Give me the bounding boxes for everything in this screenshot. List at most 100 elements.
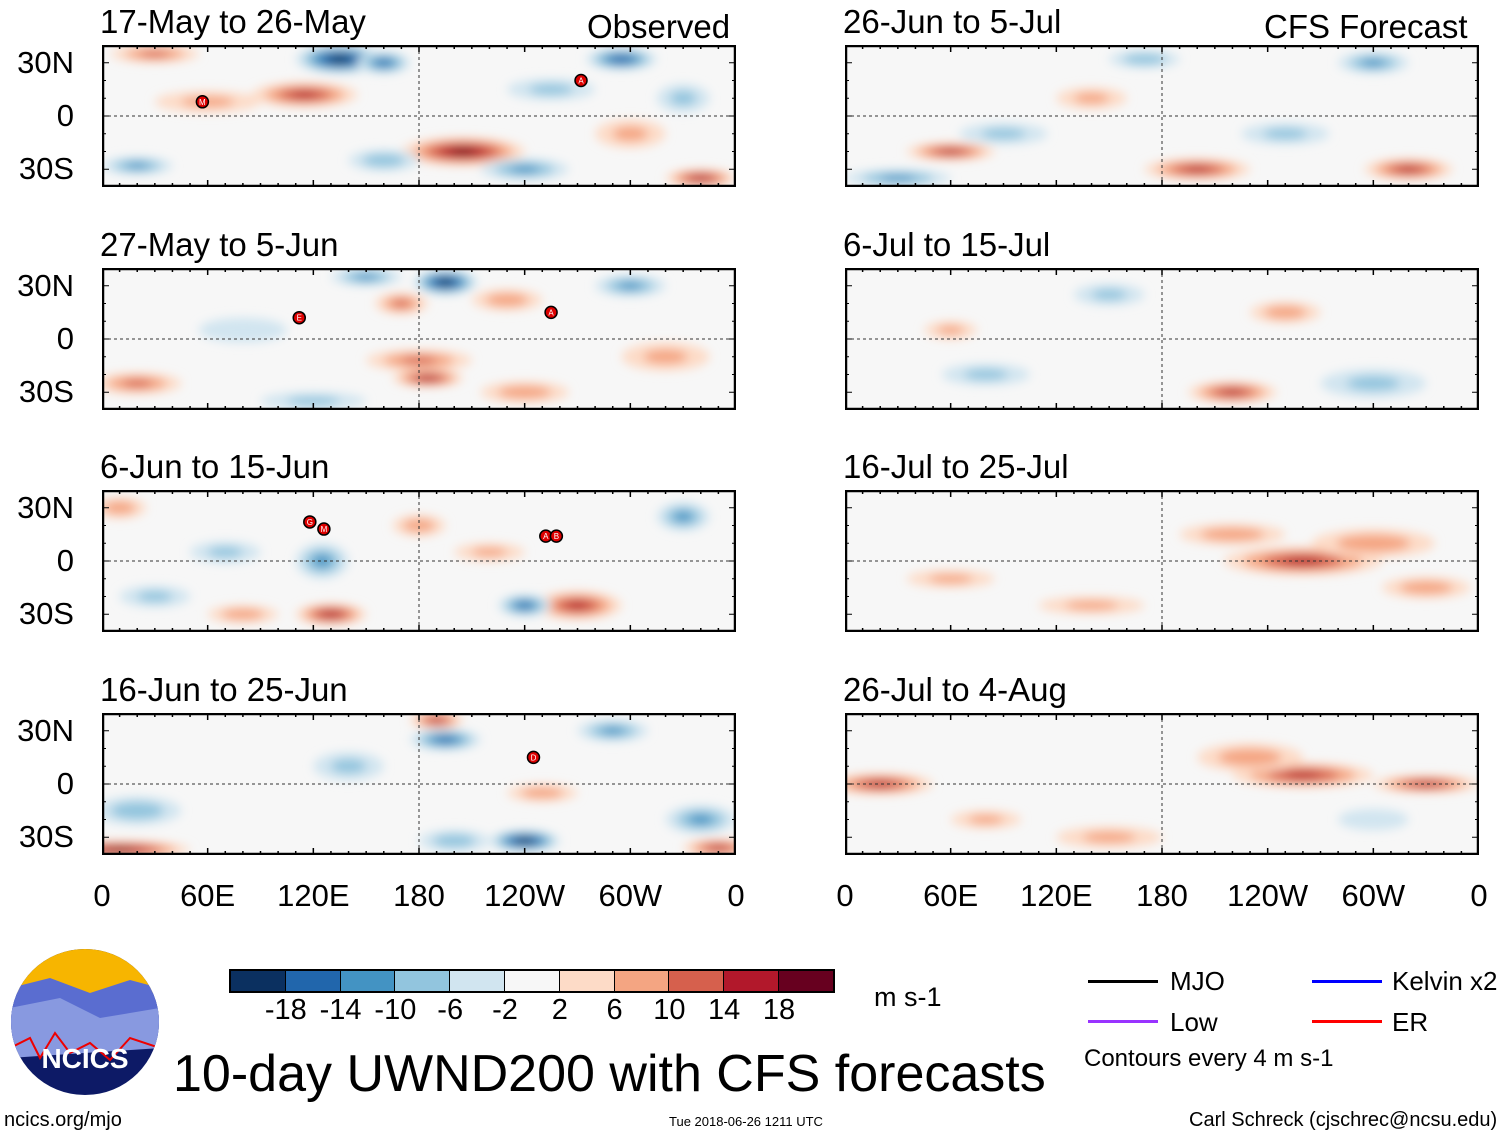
- wind-anomaly-contour: [981, 128, 1026, 140]
- wind-anomaly-contour: [207, 546, 243, 558]
- panel-title: 27-May to 5-Jun: [100, 226, 339, 263]
- wind-anomaly-contour: [867, 781, 894, 787]
- panel-title: 16-Jun to 25-Jun: [100, 671, 348, 708]
- wind-anomaly-contour: [362, 153, 405, 167]
- wind-anomaly-contour: [674, 511, 692, 522]
- legend-mjo: MJO: [1170, 966, 1225, 996]
- wind-anomaly-contour: [515, 837, 535, 844]
- map-panel: [845, 268, 1479, 410]
- wind-anomaly-contour: [669, 91, 697, 106]
- storm-marker: A: [574, 73, 588, 88]
- wind-anomaly-contour: [125, 162, 149, 169]
- wind-anomaly-contour: [291, 91, 318, 98]
- wind-anomaly-contour: [105, 847, 134, 852]
- colorbar-swatch: [285, 971, 341, 991]
- colorbar-label: 18: [762, 994, 796, 1026]
- wind-anomaly-contour: [103, 501, 136, 515]
- lat-label: 30S: [18, 596, 74, 632]
- storm-label: A: [543, 532, 549, 541]
- wind-anomaly-contour: [937, 325, 964, 335]
- panel-title: 6-Jul to 15-Jul: [843, 226, 1051, 263]
- colorbar-swatch: [450, 971, 505, 991]
- wind-anomaly-contour: [327, 55, 352, 64]
- forecast-header: CFS Forecast: [1264, 8, 1468, 45]
- wind-anomaly-contour: [1361, 59, 1386, 67]
- contour-note: Contours every 4 m s-1: [1084, 1045, 1334, 1072]
- wind-anomaly-contour: [609, 55, 634, 63]
- colorbar-swatch: [614, 971, 670, 991]
- wind-anomaly-contour: [140, 50, 170, 57]
- lon-label: 180: [393, 878, 445, 913]
- wind-anomaly-contour: [1221, 389, 1244, 395]
- wind-anomaly-contour: [1184, 166, 1211, 172]
- lat-label: 30N: [17, 489, 74, 525]
- colorbar-label: 14: [708, 994, 741, 1026]
- lat-label: 30N: [17, 712, 74, 748]
- wind-anomaly-contour: [1397, 166, 1420, 172]
- legend-er-line: [1312, 1020, 1382, 1023]
- timestamp: Tue 2018-06-26 1211 UTC: [669, 1114, 823, 1129]
- wind-anomaly-contour: [566, 601, 589, 609]
- map-panel: [845, 713, 1479, 855]
- colorbar-units: m s-1: [874, 982, 942, 1012]
- wind-anomaly-contour: [403, 519, 435, 532]
- lat-label: 0: [56, 321, 74, 356]
- map-panel: MA: [102, 45, 736, 187]
- panel-title: 6-Jun to 15-Jun: [100, 448, 330, 485]
- storm-label: B: [554, 532, 559, 541]
- colorbar-label: 10: [653, 994, 686, 1026]
- lat-label: 0: [56, 98, 74, 133]
- colorbar-label: -2: [492, 994, 518, 1026]
- storm-marker: B: [549, 529, 564, 543]
- wind-anomaly-contour: [392, 299, 411, 308]
- lat-label: 30N: [17, 267, 74, 303]
- wind-anomaly-contour: [330, 759, 367, 774]
- wind-anomaly-contour: [600, 727, 625, 735]
- colorbar-label: 2: [551, 994, 568, 1026]
- wind-anomaly-contour: [498, 385, 552, 399]
- storm-label: A: [548, 308, 554, 317]
- storm-marker: M: [317, 522, 331, 536]
- wind-anomaly-contour: [1073, 92, 1110, 104]
- url-link[interactable]: ncics.org/mjo: [4, 1109, 122, 1131]
- author: Carl Schreck (cjschrec@ncsu.edu): [1189, 1109, 1498, 1131]
- colorbar-label: -14: [319, 994, 362, 1026]
- legend-er: ER: [1392, 1007, 1429, 1037]
- wind-anomaly-contour: [612, 126, 648, 141]
- lat-label: 0: [56, 766, 74, 801]
- map-panel: [845, 490, 1479, 632]
- wind-anomaly-contour: [689, 814, 713, 825]
- wind-anomaly-contour: [1285, 772, 1321, 779]
- colorbar-swatch: [559, 971, 615, 991]
- map-panel: EA: [102, 268, 736, 410]
- lon-label: 0: [93, 878, 111, 913]
- panel-title: 16-Jul to 25-Jul: [843, 448, 1069, 485]
- wind-anomaly-contour: [286, 396, 340, 406]
- wind-anomaly-contour: [122, 379, 152, 387]
- lon-label: 60W: [598, 878, 663, 913]
- wind-anomaly-contour: [221, 608, 265, 620]
- lon-label: 60E: [923, 878, 979, 913]
- colorbar-swatch: [231, 971, 286, 991]
- colorbar-label: 6: [606, 994, 623, 1026]
- lat-label: 30N: [17, 44, 74, 80]
- lon-label: 120E: [277, 878, 350, 913]
- map-panel: [845, 45, 1479, 187]
- lon-label: 60E: [180, 878, 236, 913]
- storm-label: A: [578, 77, 584, 86]
- wind-anomaly-contour: [518, 602, 532, 609]
- observed-header: Observed: [587, 8, 731, 45]
- wind-anomaly-contour: [521, 787, 564, 799]
- storm-label: D: [531, 753, 537, 762]
- lat-label: 30S: [18, 819, 74, 855]
- panel-title: 26-Jul to 4-Aug: [843, 671, 1067, 708]
- storm-marker: A: [544, 305, 558, 320]
- storm-label: M: [321, 525, 328, 534]
- colorbar-swatch: [395, 971, 451, 991]
- panel-title: 17-May to 26-May: [100, 3, 366, 40]
- map-panel: GM A B: [102, 490, 736, 632]
- wind-anomaly-contour: [968, 815, 1004, 824]
- colorbar-label: -10: [374, 994, 417, 1026]
- wind-anomaly-contour: [963, 369, 1008, 380]
- wind-anomaly-contour: [1065, 600, 1118, 610]
